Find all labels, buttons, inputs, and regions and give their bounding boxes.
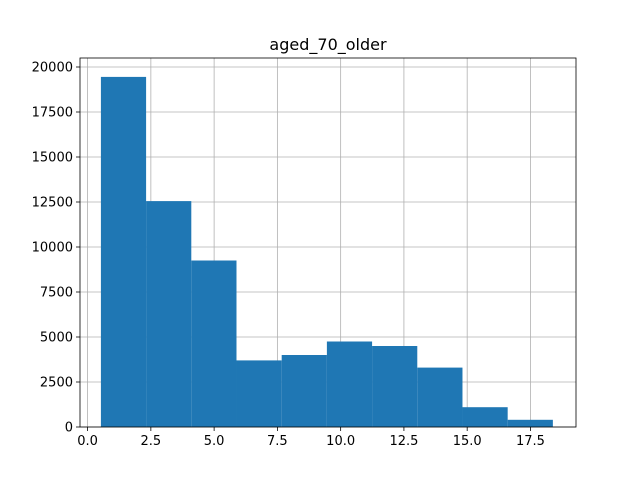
histogram-bar: [417, 367, 463, 427]
y-tick-label: 10000: [32, 241, 73, 256]
histogram-bar: [326, 341, 373, 427]
histogram-bar: [462, 407, 508, 427]
x-tick-label: 2.5: [141, 434, 162, 449]
histogram-bar: [191, 260, 237, 427]
histogram-bar: [236, 360, 282, 427]
histogram-bar: [372, 346, 418, 427]
y-tick-label: 7500: [40, 286, 73, 301]
chart-title: aged_70_older: [269, 35, 387, 55]
x-tick-label: 0.0: [77, 434, 98, 449]
x-tick-label: 15.0: [453, 434, 482, 449]
y-tick-label: 20000: [32, 61, 73, 76]
x-tick-label: 12.5: [389, 434, 418, 449]
y-tick-label: 15000: [32, 151, 73, 166]
y-tick-label: 0: [65, 421, 73, 436]
x-tick-label: 10.0: [326, 434, 355, 449]
histogram-bar: [507, 419, 553, 427]
histogram-bar: [146, 201, 192, 427]
histogram-bar: [100, 76, 147, 428]
plot-frame: [79, 57, 577, 428]
histogram-bar: [281, 355, 327, 427]
y-tick-label: 2500: [40, 376, 73, 391]
y-tick-label: 12500: [32, 196, 73, 211]
bars-layer: [100, 76, 553, 428]
axes-layer: 0.0 2.5 5.0 7.5 10.0 12.5 15.0 17.5 0 2500 5000 750…: [32, 57, 577, 449]
x-tick-label: 7.5: [267, 434, 288, 449]
x-tick-label: 17.5: [516, 434, 545, 449]
x-tick-label: 5.0: [204, 434, 225, 449]
y-tick-label: 17500: [32, 106, 73, 121]
y-tick-label: 5000: [40, 331, 73, 346]
